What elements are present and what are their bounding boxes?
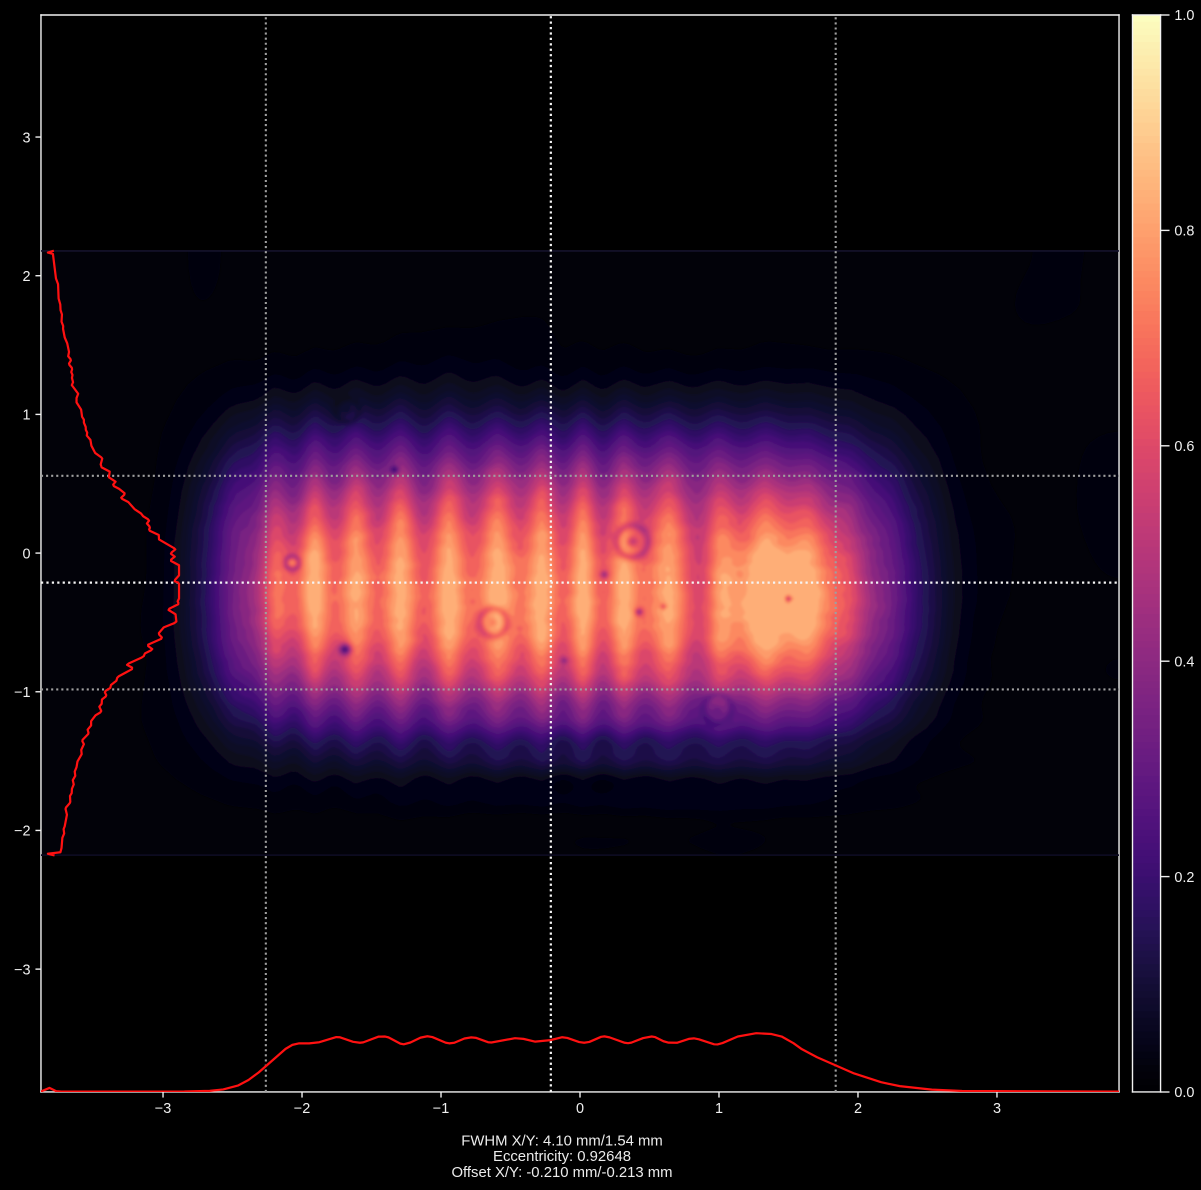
svg-text:0: 0 <box>576 1101 584 1117</box>
svg-text:0.0: 0.0 <box>1174 1085 1194 1101</box>
svg-text:−2: −2 <box>294 1101 310 1117</box>
svg-text:−1: −1 <box>14 685 30 701</box>
svg-text:0.6: 0.6 <box>1174 439 1194 455</box>
svg-text:Offset X/Y: -0.210 mm/-0.213 m: Offset X/Y: -0.210 mm/-0.213 mm <box>451 1165 672 1181</box>
svg-text:0: 0 <box>23 546 31 562</box>
svg-text:−3: −3 <box>155 1101 171 1117</box>
svg-text:−1: −1 <box>433 1101 449 1117</box>
svg-text:−2: −2 <box>14 824 30 840</box>
svg-text:3: 3 <box>993 1101 1001 1117</box>
svg-text:2: 2 <box>854 1101 862 1117</box>
svg-text:Eccentricity: 0.92648: Eccentricity: 0.92648 <box>493 1149 631 1165</box>
svg-text:FWHM X/Y: 4.10 mm/1.54 mm: FWHM X/Y: 4.10 mm/1.54 mm <box>461 1133 662 1149</box>
svg-text:3: 3 <box>23 130 31 146</box>
svg-text:2: 2 <box>23 269 31 285</box>
svg-text:1: 1 <box>23 408 31 424</box>
svg-text:0.8: 0.8 <box>1174 224 1194 240</box>
svg-text:−3: −3 <box>14 962 30 978</box>
svg-text:0.4: 0.4 <box>1174 654 1194 670</box>
svg-text:0.2: 0.2 <box>1174 870 1194 886</box>
svg-text:1.0: 1.0 <box>1174 8 1194 24</box>
svg-text:1: 1 <box>715 1101 723 1117</box>
